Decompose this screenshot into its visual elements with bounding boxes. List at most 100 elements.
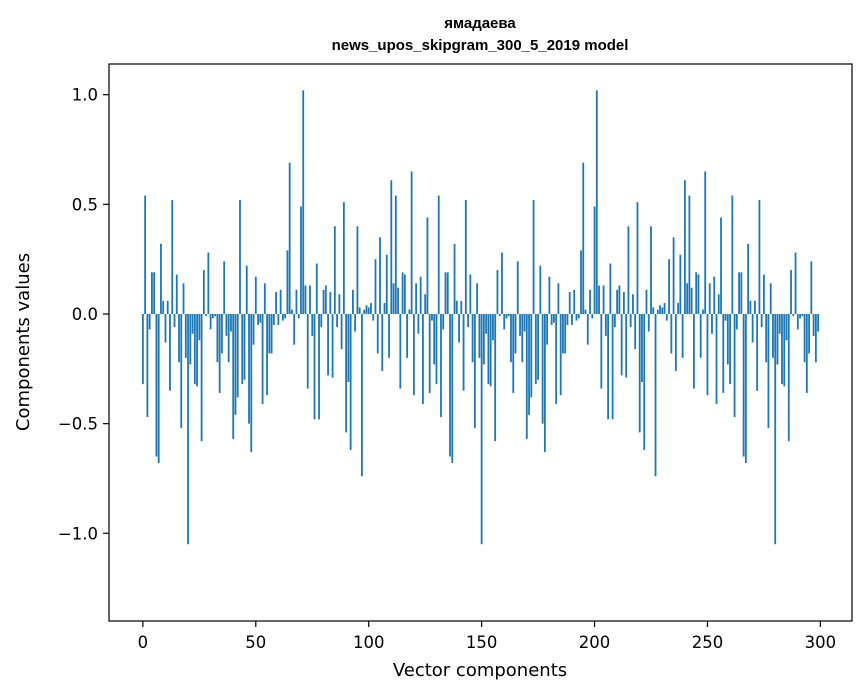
bar-247 <box>699 313 702 358</box>
bar-117 <box>406 313 409 358</box>
bar-130 <box>435 313 438 385</box>
bar-131 <box>437 195 440 314</box>
bar-287 <box>790 270 792 314</box>
bar-270 <box>751 313 754 343</box>
bar-277 <box>767 313 770 429</box>
bar-20 <box>187 313 189 545</box>
bar-55 <box>266 313 268 396</box>
y-tick-label: −1.0 <box>58 524 98 543</box>
bar-15 <box>175 274 178 314</box>
chart-subtitle: news_upos_skipgram_300_5_2019 model <box>332 37 629 54</box>
bar-258 <box>724 313 727 321</box>
bar-73 <box>306 313 309 389</box>
bar-189 <box>568 292 571 314</box>
bar-227 <box>654 313 657 477</box>
bar-278 <box>769 283 772 314</box>
bar-35 <box>221 313 223 354</box>
bar-70 <box>300 206 302 314</box>
bar-11 <box>166 300 169 314</box>
bar-234 <box>670 313 673 354</box>
y-axis: −1.0 −0.5 0.0 0.5 1.0 <box>58 86 109 543</box>
bar-139 <box>455 300 458 314</box>
bar-160 <box>503 313 506 330</box>
bars-group <box>141 90 820 545</box>
bar-154 <box>489 313 492 387</box>
bar-88 <box>340 313 343 350</box>
bar-63 <box>284 313 287 319</box>
bar-17 <box>180 313 183 429</box>
bar-246 <box>697 274 700 314</box>
bar-36 <box>223 261 226 314</box>
bar-248 <box>702 309 704 314</box>
bar-57 <box>270 313 273 354</box>
bar-26 <box>200 313 203 442</box>
x-tick-label: 150 <box>466 633 498 652</box>
bar-62 <box>281 313 284 321</box>
bar-103 <box>374 259 377 314</box>
bar-244 <box>693 313 695 389</box>
bar-81 <box>324 285 327 314</box>
bar-207 <box>609 263 612 314</box>
bar-94 <box>354 313 357 332</box>
bar-8 <box>160 243 162 314</box>
bar-204 <box>602 285 605 314</box>
bar-298 <box>814 313 817 363</box>
bar-225 <box>650 226 652 314</box>
bar-111 <box>392 283 395 314</box>
bar-6 <box>155 313 158 457</box>
bar-161 <box>505 313 508 319</box>
bar-95 <box>356 226 359 314</box>
bar-118 <box>408 309 411 314</box>
y-tick-label: −0.5 <box>58 415 98 434</box>
bar-294 <box>805 313 808 393</box>
bar-37 <box>225 313 228 336</box>
y-tick-label: 1.0 <box>72 86 98 105</box>
bar-229 <box>659 305 661 314</box>
bar-51 <box>257 313 259 325</box>
bar-257 <box>722 313 725 393</box>
bar-299 <box>817 313 820 332</box>
bar-169 <box>523 313 526 332</box>
bar-92 <box>349 313 352 450</box>
bar-256 <box>720 217 722 314</box>
bar-206 <box>607 313 609 420</box>
bar-202 <box>598 285 600 314</box>
bar-39 <box>230 313 232 332</box>
bar-2 <box>146 313 149 418</box>
bar-205 <box>604 313 607 336</box>
bar-245 <box>695 272 698 314</box>
bar-24 <box>196 313 198 387</box>
bar-87 <box>338 294 341 314</box>
bar-173 <box>532 199 535 314</box>
bar-182 <box>552 313 555 323</box>
bar-138 <box>453 243 456 314</box>
bar-32 <box>214 313 217 317</box>
bar-178 <box>543 313 546 453</box>
bar-203 <box>600 313 603 389</box>
bar-198 <box>589 289 591 314</box>
bar-25 <box>198 313 201 341</box>
bar-149 <box>478 313 481 358</box>
bar-54 <box>263 283 266 314</box>
bar-220 <box>638 313 641 433</box>
bar-64 <box>286 250 289 314</box>
bar-280 <box>774 313 777 545</box>
bar-42 <box>236 313 239 398</box>
bar-213 <box>623 292 625 314</box>
x-axis: 0 50 100 150 200 250 300 <box>138 621 836 652</box>
bar-197 <box>586 313 589 345</box>
bar-108 <box>385 254 388 314</box>
bar-84 <box>331 313 334 378</box>
bar-168 <box>521 313 524 363</box>
bar-275 <box>763 274 765 314</box>
bar-105 <box>379 237 381 314</box>
bar-114 <box>399 313 402 389</box>
bar-167 <box>519 313 521 336</box>
bar-193 <box>577 313 580 319</box>
bar-177 <box>541 313 544 424</box>
bar-281 <box>776 313 779 365</box>
bar-28 <box>205 313 208 317</box>
bar-83 <box>329 292 332 314</box>
bar-96 <box>358 307 361 314</box>
bar-226 <box>652 307 655 314</box>
